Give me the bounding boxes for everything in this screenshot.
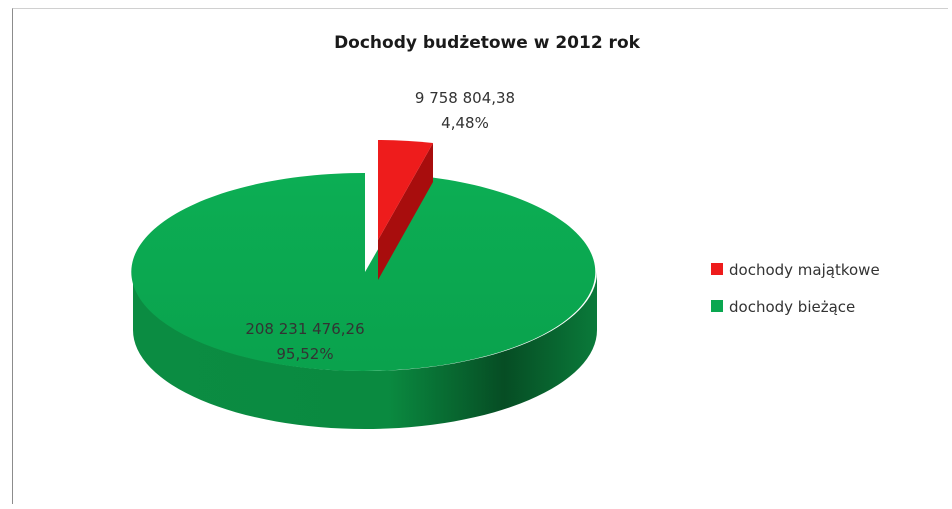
chart-title: Dochody budżetowe w 2012 rok bbox=[334, 33, 641, 53]
legend-label-dochody-majatkowe: dochody majątkowe bbox=[729, 261, 880, 279]
label-percent-dochody-majatkowe: 4,48% bbox=[441, 114, 489, 132]
pie-slice-dochody-biezace bbox=[131, 172, 596, 371]
legend-swatch-dochody-biezace bbox=[711, 300, 723, 312]
pie-slice-dochody-majatkowe bbox=[378, 140, 433, 240]
legend-label-dochody-biezace: dochody bieżące bbox=[729, 298, 855, 316]
pie-slice-side-dochody-majatkowe bbox=[378, 143, 433, 280]
label-value-dochody-majatkowe: 9 758 804,38 bbox=[415, 89, 515, 107]
legend-swatch-dochody-majatkowe bbox=[711, 263, 723, 275]
label-value-dochody-biezace: 208 231 476,26 bbox=[245, 320, 364, 338]
label-percent-dochody-biezace: 95,52% bbox=[276, 345, 333, 363]
pie-slice-side-dochody-biezace bbox=[133, 272, 597, 429]
legend: dochody majątkowe dochody bieżące bbox=[711, 261, 880, 316]
